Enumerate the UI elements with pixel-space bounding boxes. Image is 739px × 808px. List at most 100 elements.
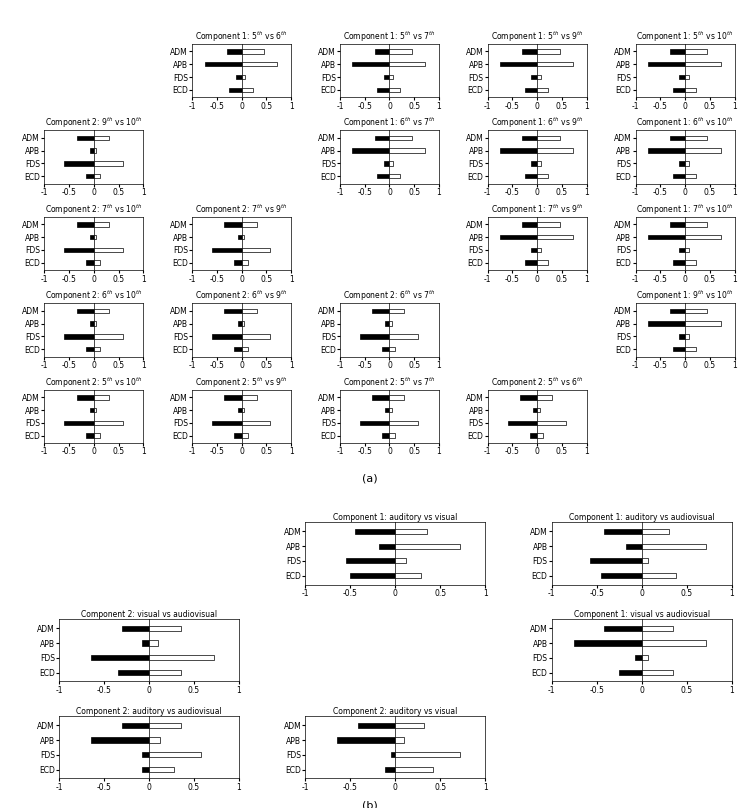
Bar [384, 75, 389, 79]
Bar [537, 421, 566, 425]
Bar [508, 421, 537, 425]
Title: Component 1: 5$^{th}$ vs 7$^{th}$: Component 1: 5$^{th}$ vs 7$^{th}$ [343, 29, 436, 44]
Bar [94, 149, 96, 153]
Bar [227, 49, 242, 54]
Bar [234, 433, 242, 438]
Bar [641, 528, 669, 534]
Bar [641, 670, 673, 675]
Bar [525, 87, 537, 92]
Bar [94, 322, 96, 326]
Title: Component 1: auditory vs audiovisual: Component 1: auditory vs audiovisual [569, 512, 715, 522]
Bar [94, 335, 123, 339]
Bar [64, 335, 94, 339]
Bar [635, 655, 641, 660]
Bar [94, 260, 100, 265]
Bar [149, 655, 214, 660]
Bar [641, 573, 676, 579]
Bar [685, 235, 721, 239]
Bar [90, 408, 94, 412]
Bar [641, 625, 673, 631]
Bar [238, 408, 242, 412]
Bar [377, 87, 389, 92]
Bar [500, 149, 537, 153]
Bar [212, 335, 242, 339]
Bar [77, 309, 94, 314]
Bar [142, 767, 149, 772]
Bar [382, 347, 389, 351]
Bar [537, 49, 559, 54]
Bar [395, 573, 420, 579]
Bar [379, 544, 395, 549]
Bar [94, 248, 123, 252]
Bar [386, 408, 389, 412]
Bar [531, 162, 537, 166]
Bar [602, 573, 641, 579]
Title: Component 2: 5$^{th}$ vs 7$^{th}$: Component 2: 5$^{th}$ vs 7$^{th}$ [343, 375, 436, 389]
Bar [670, 136, 685, 141]
Bar [525, 174, 537, 179]
Bar [389, 335, 418, 339]
Title: Component 1: 9$^{th}$ vs 10$^{th}$: Component 1: 9$^{th}$ vs 10$^{th}$ [636, 288, 734, 303]
Title: Component 1: 5$^{th}$ vs 6$^{th}$: Component 1: 5$^{th}$ vs 6$^{th}$ [195, 29, 288, 44]
Bar [372, 395, 389, 400]
Bar [389, 309, 404, 314]
Bar [242, 260, 248, 265]
Bar [679, 248, 685, 252]
Bar [537, 222, 559, 227]
Bar [389, 75, 393, 79]
Bar [648, 62, 685, 66]
Bar [679, 75, 685, 79]
Bar [641, 558, 648, 563]
Bar [395, 528, 427, 534]
Bar [149, 767, 174, 772]
Title: Component 2: 5$^{th}$ vs 6$^{th}$: Component 2: 5$^{th}$ vs 6$^{th}$ [491, 375, 584, 389]
Bar [389, 395, 404, 400]
Bar [122, 625, 149, 631]
Bar [149, 641, 158, 646]
Bar [685, 75, 689, 79]
Bar [353, 149, 389, 153]
Title: Component 1: 7$^{th}$ vs 10$^{th}$: Component 1: 7$^{th}$ vs 10$^{th}$ [636, 202, 734, 217]
Bar [670, 309, 685, 314]
Bar [77, 136, 94, 141]
Title: Component 1: 6$^{th}$ vs 7$^{th}$: Component 1: 6$^{th}$ vs 7$^{th}$ [343, 116, 436, 130]
Bar [94, 408, 96, 412]
Bar [353, 62, 389, 66]
Bar [389, 347, 395, 351]
Bar [685, 335, 689, 339]
Bar [685, 322, 721, 326]
Title: Component 1: auditory vs visual: Component 1: auditory vs visual [333, 512, 457, 522]
Bar [685, 162, 689, 166]
Bar [625, 544, 641, 549]
Bar [537, 235, 573, 239]
Bar [525, 260, 537, 265]
Bar [337, 738, 395, 743]
Bar [537, 62, 573, 66]
Title: Component 2: 5$^{th}$ vs 9$^{th}$: Component 2: 5$^{th}$ vs 9$^{th}$ [195, 375, 288, 389]
Bar [94, 136, 109, 141]
Bar [94, 162, 123, 166]
Bar [242, 309, 256, 314]
Bar [679, 162, 685, 166]
Bar [672, 260, 685, 265]
Bar [395, 544, 460, 549]
Bar [389, 322, 392, 326]
Bar [685, 260, 696, 265]
Bar [389, 408, 392, 412]
Bar [242, 235, 244, 239]
Bar [685, 62, 721, 66]
Bar [122, 722, 149, 728]
Bar [242, 222, 256, 227]
Bar [242, 421, 270, 425]
Bar [94, 347, 100, 351]
Bar [685, 136, 707, 141]
Title: Component 1: 5$^{th}$ vs 9$^{th}$: Component 1: 5$^{th}$ vs 9$^{th}$ [491, 29, 584, 44]
Bar [90, 235, 94, 239]
Bar [94, 235, 96, 239]
Bar [670, 49, 685, 54]
Bar [641, 655, 648, 660]
Bar [64, 162, 94, 166]
Bar [225, 222, 242, 227]
Bar [685, 87, 696, 92]
Bar [149, 722, 180, 728]
